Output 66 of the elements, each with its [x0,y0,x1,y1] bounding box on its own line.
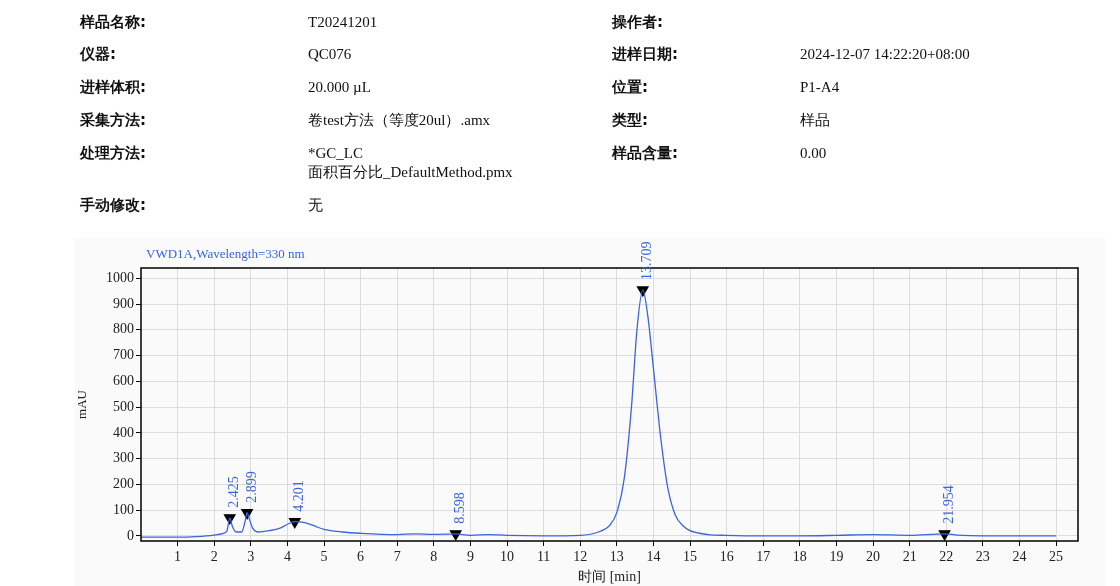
chart-title: VWD1A,Wavelength=330 nm [146,246,305,262]
x-tick-label: 12 [573,549,588,565]
x-tick-label: 3 [247,549,255,565]
x-tick-label: 20 [866,549,881,565]
text: *GC_LC 面积百分比_DefaultMethod.pmx [308,144,513,182]
text: QC076 [308,45,352,64]
x-axis-title: 时间 [min] [578,569,641,585]
x-tick-label: 2 [210,549,218,565]
x-tick-label: 6 [357,549,365,565]
x-tick-label: 23 [975,549,990,565]
text: T20241201 [308,13,378,32]
y-tick-label: 700 [113,347,134,363]
text: 样品名称: [80,13,146,32]
x-tick-label: 16 [719,549,734,565]
text: 手动修改: [80,196,146,215]
x-tick-label: 7 [393,549,401,565]
text: 仪器: [80,45,116,64]
text: 卷test方法（等度20ul）.amx [308,111,491,130]
y-tick-label: 800 [113,321,134,337]
text: 2024-12-07 14:22:20+08:00 [800,45,970,64]
y-tick-label: 500 [113,398,134,414]
x-tick-label: 25 [1049,549,1064,565]
text: 位置: [612,78,648,97]
text: 操作者: [612,13,663,32]
x-tick-label: 10 [500,549,515,565]
annotation: 4.201 [291,480,307,512]
annotation: 8.598 [452,492,468,524]
y-tick-label: 600 [113,372,134,388]
y-tick-label: 1000 [106,269,134,285]
annotation: 2.425 [226,476,242,508]
x-tick-label: 8 [430,549,438,565]
text: 20.000 µL [308,78,371,97]
text: P1-A4 [800,78,840,97]
text: 样品含量: [612,144,678,163]
y-tick-label: 200 [113,476,134,492]
text: 样品 [800,111,830,130]
y-tick-label: 300 [113,450,134,466]
text: 无 [308,196,323,215]
x-tick-label: 13 [609,549,624,565]
y-tick-label: 900 [113,295,134,311]
y-tick-label: 400 [113,424,134,440]
text: 处理方法: [80,144,146,163]
y-tick-label: 100 [113,501,134,517]
x-tick-label: 11 [536,549,551,565]
text: 进样日期: [612,45,678,64]
x-tick-label: 21 [902,549,917,565]
y-tick-label: 0 [127,527,134,543]
text: 进样体积: [80,78,146,97]
x-tick-label: 18 [792,549,807,565]
text: 类型: [612,111,648,130]
x-tick-label: 9 [466,549,474,565]
y-axis-title: mAU [74,389,90,419]
x-tick-label: 4 [283,549,291,565]
annotation: 2.899 [243,471,259,503]
x-tick-label: 17 [756,549,771,565]
x-tick-label: 19 [829,549,844,565]
x-tick-label: 15 [683,549,698,565]
x-tick-label: 14 [646,549,661,565]
text: 采集方法: [80,111,146,130]
x-tick-label: 5 [320,549,328,565]
text: 0.00 [800,144,827,163]
x-tick-label: 24 [1012,549,1027,565]
x-tick-label: 22 [939,549,954,565]
x-tick-label: 1 [174,549,182,565]
annotation: 21.954 [941,485,957,524]
annotation: 13.709 [639,241,655,280]
